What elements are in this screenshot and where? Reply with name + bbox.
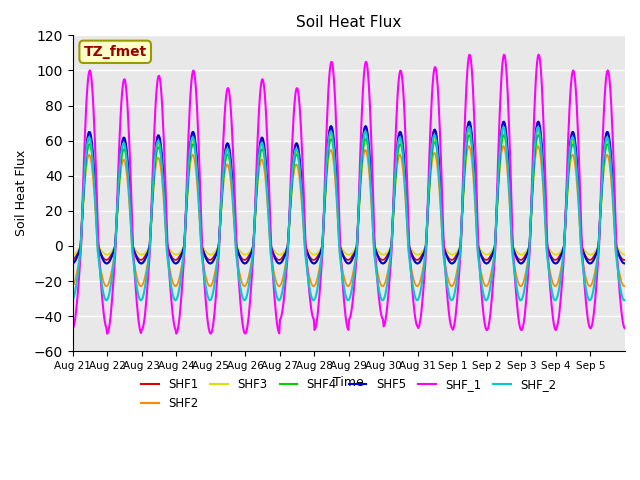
Line: SHF2: SHF2: [72, 146, 625, 286]
SHF1: [263, 180, 271, 186]
SHF5: [284, 246, 291, 252]
SHF5: [68, 261, 76, 266]
SHF_1: [103, 331, 111, 336]
SHF4: [134, 256, 141, 262]
Legend: SHF1, SHF2, SHF3, SHF4, SHF5, SHF_1, SHF_2: SHF1, SHF2, SHF3, SHF4, SHF5, SHF_1, SHF…: [136, 373, 561, 415]
SHF_1: [134, 313, 142, 319]
Title: Soil Heat Flux: Soil Heat Flux: [296, 15, 401, 30]
SHF_1: [284, 249, 292, 255]
SHF4: [284, 246, 291, 252]
SHF4: [235, 252, 243, 257]
SHF3: [436, 185, 444, 191]
SHF_2: [438, 213, 445, 218]
SHF4: [406, 248, 414, 253]
SHF_1: [621, 325, 629, 331]
SHF3: [68, 252, 76, 258]
SHF3: [535, 128, 543, 134]
SHF_2: [284, 243, 292, 249]
SHF2: [68, 283, 76, 289]
SHF2: [284, 244, 292, 250]
Line: SHF3: SHF3: [72, 131, 625, 255]
SHF5: [134, 256, 141, 262]
SHF1: [134, 255, 142, 261]
SHF_2: [406, 264, 414, 270]
SHF5: [465, 119, 473, 124]
SHF_1: [263, 131, 271, 136]
SHF4: [621, 261, 629, 266]
SHF4: [438, 205, 445, 211]
SHF_2: [68, 297, 76, 303]
SHF_1: [406, 260, 414, 266]
Y-axis label: Soil Heat Flux: Soil Heat Flux: [15, 150, 28, 236]
SHF3: [621, 252, 629, 258]
SHF2: [438, 218, 445, 224]
SHF_2: [263, 186, 271, 192]
SHF4: [68, 261, 76, 266]
SHF_2: [534, 124, 541, 130]
SHF5: [406, 248, 414, 253]
SHF5: [262, 165, 270, 170]
SHF1: [621, 257, 629, 263]
SHF3: [284, 245, 291, 251]
SHF2: [236, 271, 243, 276]
Line: SHF_2: SHF_2: [72, 127, 625, 300]
SHF5: [438, 201, 445, 206]
SHF_1: [535, 52, 543, 58]
SHF_2: [102, 298, 110, 303]
SHF2: [534, 143, 541, 149]
SHF5: [235, 252, 243, 257]
SHF2: [263, 195, 271, 201]
SHF_2: [621, 297, 629, 303]
SHF1: [284, 239, 292, 244]
SHF4: [262, 173, 270, 179]
SHF5: [621, 261, 629, 266]
SHF_1: [68, 325, 76, 331]
SHF4: [465, 132, 473, 138]
SHF2: [102, 283, 110, 289]
SHF2: [134, 279, 142, 285]
SHF3: [235, 247, 243, 252]
X-axis label: Time: Time: [333, 376, 364, 389]
SHF4: [344, 261, 352, 266]
SHF_1: [438, 168, 445, 173]
Line: SHF_1: SHF_1: [72, 55, 625, 334]
SHF3: [134, 249, 141, 255]
SHF1: [406, 248, 414, 253]
SHF3: [406, 244, 413, 250]
SHF1: [236, 252, 243, 258]
SHF5: [344, 261, 352, 266]
SHF_1: [236, 290, 243, 296]
SHF2: [621, 283, 629, 289]
Line: SHF4: SHF4: [72, 135, 625, 264]
SHF2: [406, 260, 414, 265]
Line: SHF1: SHF1: [72, 121, 625, 260]
SHF_2: [236, 279, 243, 285]
SHF1: [68, 257, 76, 263]
SHF1: [438, 207, 445, 213]
Line: SHF5: SHF5: [72, 121, 625, 264]
SHF1: [534, 119, 541, 124]
SHF1: [102, 257, 110, 263]
Text: TZ_fmet: TZ_fmet: [84, 45, 147, 59]
SHF3: [262, 167, 270, 172]
SHF_2: [134, 291, 142, 297]
